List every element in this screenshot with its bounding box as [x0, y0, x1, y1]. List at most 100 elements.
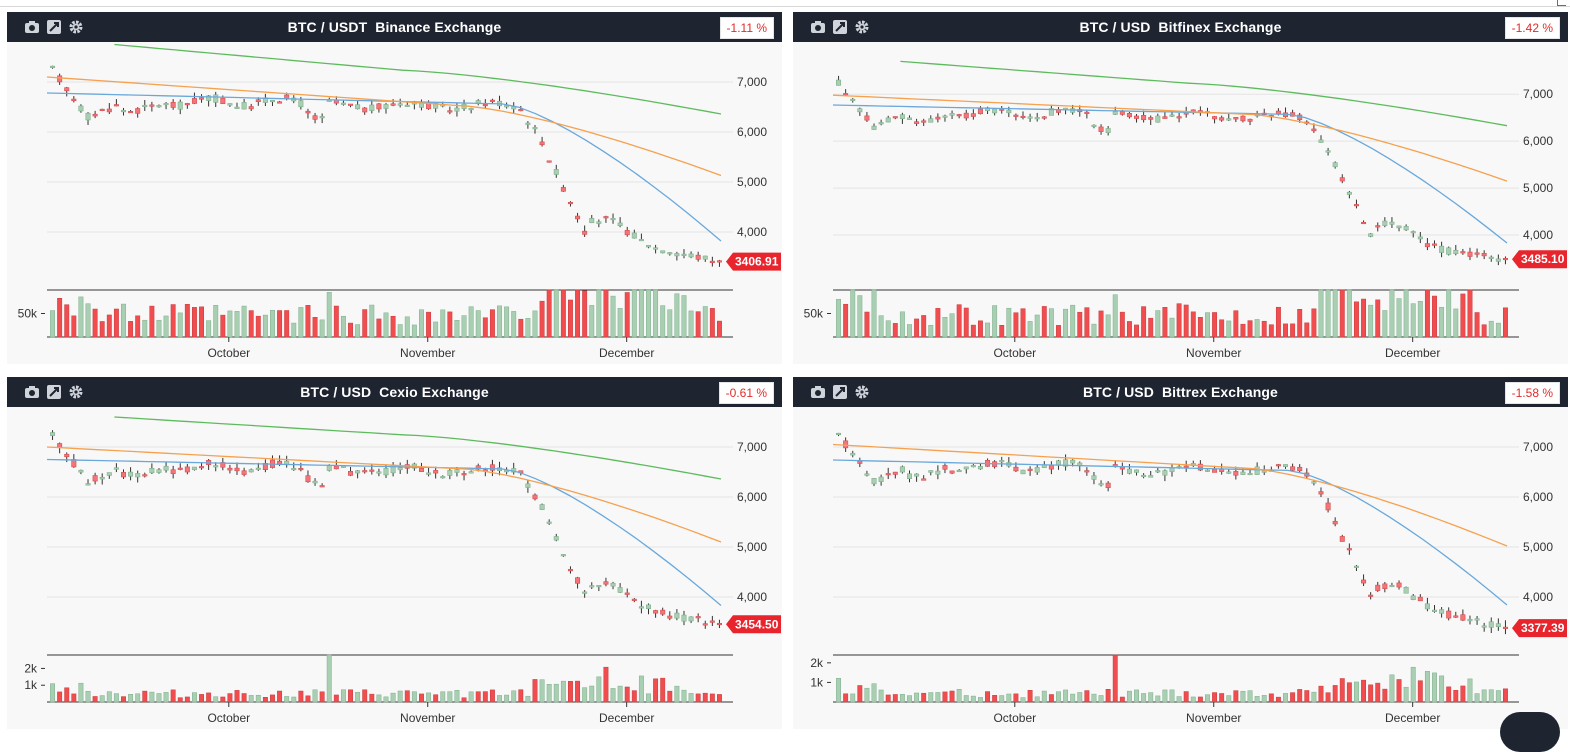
candle[interactable] — [871, 478, 877, 485]
candle[interactable] — [843, 440, 849, 449]
candle[interactable] — [560, 187, 566, 192]
candle[interactable] — [440, 476, 446, 479]
candle[interactable] — [355, 470, 361, 474]
candle[interactable] — [1446, 247, 1452, 255]
candle[interactable] — [843, 93, 849, 96]
candle[interactable] — [1460, 251, 1466, 254]
candle[interactable] — [1219, 117, 1225, 121]
candle[interactable] — [695, 616, 701, 619]
candle[interactable] — [850, 98, 856, 101]
candle[interactable] — [1098, 483, 1104, 486]
candle[interactable] — [949, 112, 955, 116]
candle[interactable] — [326, 465, 332, 471]
candle[interactable] — [199, 466, 205, 469]
candle[interactable] — [553, 536, 559, 541]
expand-icon[interactable] — [832, 19, 848, 35]
candle[interactable] — [199, 97, 205, 100]
candle[interactable] — [892, 471, 898, 475]
candle[interactable] — [906, 117, 912, 120]
candle[interactable] — [50, 432, 56, 436]
candle[interactable] — [1361, 221, 1367, 225]
candle[interactable] — [1346, 191, 1352, 195]
candle[interactable] — [885, 117, 891, 123]
candle[interactable] — [624, 230, 630, 236]
candle[interactable] — [942, 115, 948, 118]
candle[interactable] — [1467, 619, 1473, 622]
candle[interactable] — [1417, 236, 1423, 240]
candle[interactable] — [1197, 463, 1203, 471]
candle[interactable] — [702, 623, 708, 626]
candle[interactable] — [702, 255, 708, 260]
candle[interactable] — [999, 460, 1005, 463]
candle[interactable] — [248, 106, 254, 110]
candle[interactable] — [1446, 610, 1452, 619]
candle[interactable] — [560, 554, 566, 557]
candle[interactable] — [213, 94, 219, 103]
candle[interactable] — [1169, 467, 1175, 472]
candle[interactable] — [1091, 124, 1097, 127]
candle[interactable] — [1410, 595, 1416, 600]
candle[interactable] — [546, 160, 552, 163]
candle[interactable] — [1353, 204, 1359, 207]
candle[interactable] — [163, 465, 169, 471]
candle[interactable] — [653, 610, 659, 614]
candle[interactable] — [631, 598, 637, 601]
candle[interactable] — [312, 115, 318, 120]
candlestick-chart[interactable]: 4,000 5,000 6,000 7,000 3406.91 50k October Nov… — [7, 42, 782, 364]
candle[interactable] — [1233, 471, 1239, 476]
candle[interactable] — [1126, 468, 1132, 474]
gear-icon[interactable] — [854, 384, 870, 400]
candle[interactable] — [525, 483, 531, 488]
candle[interactable] — [255, 467, 261, 470]
candle[interactable] — [928, 118, 934, 123]
candle[interactable] — [248, 469, 254, 473]
candle[interactable] — [617, 222, 623, 226]
candle[interactable] — [241, 102, 247, 110]
candle[interactable] — [1453, 249, 1459, 254]
candle[interactable] — [142, 474, 148, 477]
candle[interactable] — [921, 478, 927, 481]
candle[interactable] — [1488, 256, 1494, 259]
candle[interactable] — [227, 103, 233, 106]
camera-icon[interactable] — [810, 384, 826, 400]
candle[interactable] — [1325, 502, 1331, 511]
candle[interactable] — [1467, 251, 1473, 257]
candle[interactable] — [461, 473, 467, 476]
candle[interactable] — [128, 110, 134, 114]
candle[interactable] — [1368, 594, 1374, 597]
candle[interactable] — [928, 470, 934, 473]
candle[interactable] — [1396, 582, 1402, 588]
candle[interactable] — [906, 473, 912, 479]
candle[interactable] — [369, 104, 375, 111]
candle[interactable] — [298, 468, 304, 471]
candle[interactable] — [1361, 579, 1367, 584]
candle[interactable] — [85, 112, 91, 121]
candle[interactable] — [1098, 126, 1104, 132]
candle[interactable] — [1027, 116, 1033, 119]
candle[interactable] — [383, 104, 389, 109]
candle[interactable] — [681, 614, 687, 622]
candle[interactable] — [1048, 108, 1054, 116]
candle[interactable] — [1134, 115, 1140, 119]
candle[interactable] — [482, 104, 488, 107]
candle[interactable] — [1240, 471, 1246, 475]
candle[interactable] — [885, 473, 891, 476]
candle[interactable] — [113, 104, 119, 107]
candle[interactable] — [963, 112, 969, 119]
candle[interactable] — [319, 485, 325, 488]
candle[interactable] — [532, 127, 538, 130]
candle[interactable] — [1346, 548, 1352, 551]
candle[interactable] — [553, 169, 559, 175]
candle[interactable] — [1424, 603, 1430, 610]
candle[interactable] — [85, 483, 91, 486]
candle[interactable] — [546, 521, 552, 524]
candle[interactable] — [213, 465, 219, 468]
candle[interactable] — [1126, 113, 1132, 118]
candle[interactable] — [1027, 468, 1033, 471]
candle[interactable] — [99, 108, 105, 112]
candle[interactable] — [468, 471, 474, 474]
candle[interactable] — [1403, 226, 1409, 231]
candle[interactable] — [120, 110, 126, 113]
candle[interactable] — [1389, 584, 1395, 588]
candle[interactable] — [688, 616, 694, 622]
